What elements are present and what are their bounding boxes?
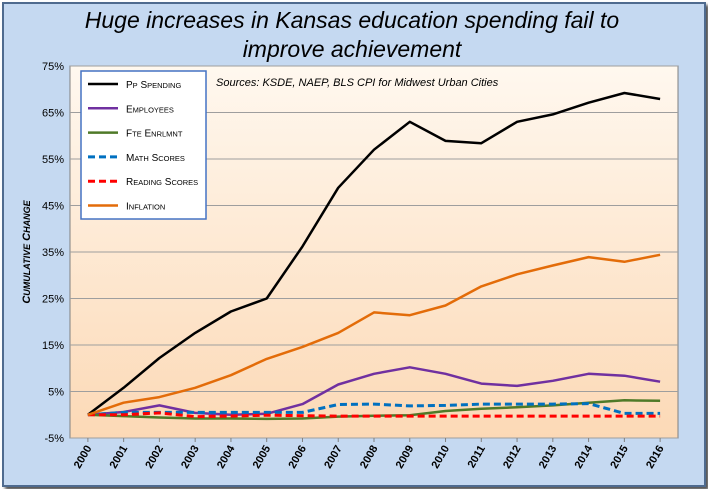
y-tick-label: 5% <box>48 387 64 399</box>
x-tick-label: 2009 <box>394 444 417 471</box>
y-tick-label: 55% <box>42 154 64 166</box>
y-tick-label: 45% <box>42 201 64 213</box>
chart-title-line-2: improve achievement <box>242 36 462 62</box>
x-tick-label: 2006 <box>286 444 309 471</box>
series-line-employees <box>87 366 661 417</box>
legend-label: READING SCORES <box>126 177 198 188</box>
y-tick-label: 25% <box>42 294 64 306</box>
x-tick-label: 2003 <box>179 444 202 471</box>
chart-title: Huge increases in Kansas education spend… <box>0 6 704 64</box>
x-tick-label: 2002 <box>143 444 166 471</box>
legend-label: EMPLOYEES <box>126 104 174 115</box>
legend-label: FTE ENRLMNT <box>126 129 183 140</box>
legend-label: MATH SCORES <box>126 153 185 164</box>
y-tick-label: 15% <box>42 340 64 352</box>
x-tick-label: 2001 <box>108 444 131 471</box>
y-tick-label: -5% <box>44 433 64 445</box>
x-tick-label: 2015 <box>608 444 631 471</box>
x-tick-label: 2004 <box>215 443 238 471</box>
x-tick-label: 2005 <box>251 444 274 471</box>
x-tick-label: 2010 <box>429 444 452 471</box>
x-tick-label: 2014 <box>573 443 596 471</box>
y-axis-label: CUMULATIVE CHANGE <box>21 199 33 303</box>
y-tick-label: 65% <box>42 108 64 120</box>
y-tick-label: 75% <box>42 61 64 73</box>
x-tick-label: 2016 <box>644 444 667 471</box>
x-tick-label: 2012 <box>501 444 524 471</box>
x-axis-ticks: 2000 2001 2002 2003 2004 2005 2006 2007 2008 2009… <box>72 438 667 471</box>
y-axis-ticks: -5% 5% 15% 25% 35% 45% 55% 65% 75% <box>42 61 64 445</box>
legend-box <box>80 70 207 220</box>
chart-subtitle: Sources: KSDE, NAEP, BLS CPI for Midwest… <box>216 77 499 89</box>
x-tick-label: 2007 <box>322 444 345 471</box>
series-line-inflation <box>87 253 661 416</box>
y-tick-label: 35% <box>42 247 64 259</box>
x-tick-label: 2008 <box>358 444 381 471</box>
chart-title-line-1: Huge increases in Kansas education spend… <box>84 7 620 33</box>
series-line-pp-spending <box>87 91 661 416</box>
series-lines <box>87 91 661 421</box>
legend: PP SPENDING EMPLOYEES FTE ENRLMNT MATH SCOR… <box>80 70 207 220</box>
x-tick-label: 2011 <box>466 444 488 471</box>
x-tick-label: 2000 <box>72 444 95 471</box>
series-line-reading-scores <box>87 411 661 419</box>
series-line-math-scores <box>87 402 661 417</box>
x-tick-label: 2013 <box>537 444 560 471</box>
legend-label: PP SPENDING <box>126 80 181 91</box>
legend-label: INFLATION <box>126 202 165 213</box>
